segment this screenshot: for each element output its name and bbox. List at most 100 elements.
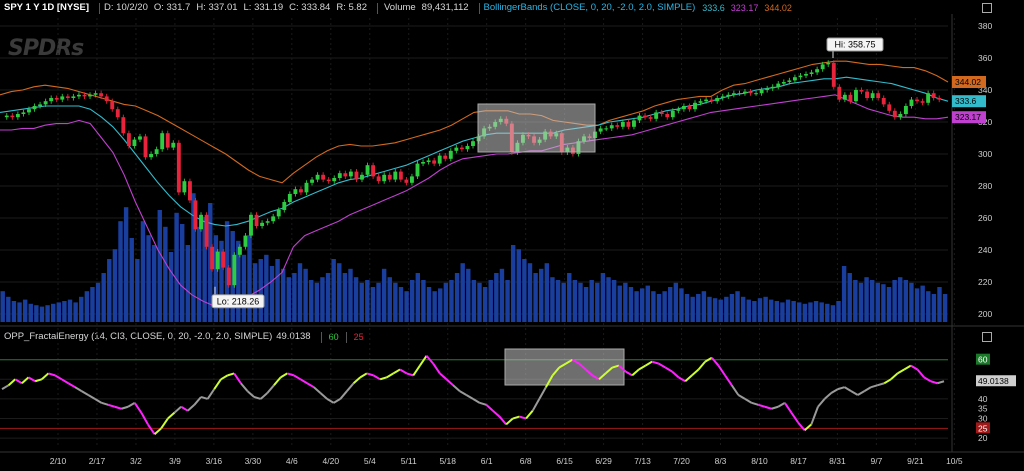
volume-bar [118, 221, 123, 322]
candle-body [215, 251, 220, 270]
candle-body [776, 83, 781, 87]
volume-bar [494, 273, 499, 322]
highlight-box [477, 103, 596, 153]
volume-bar [617, 285, 622, 322]
candle-body [687, 106, 692, 110]
fe-line-segment [28, 376, 36, 383]
fe-line-segment [711, 357, 720, 367]
fe-line-segment [7, 378, 16, 386]
divider [478, 2, 480, 14]
volume-bar [157, 210, 162, 322]
fe-line-segment [319, 392, 328, 400]
candle-body [293, 189, 298, 194]
candle-body [93, 93, 98, 95]
fe-line-segment [61, 378, 69, 385]
volume-bar [292, 273, 297, 322]
candle-body [704, 99, 709, 102]
candle-body [909, 99, 914, 106]
volume-bar [45, 305, 50, 322]
volume-bar [583, 287, 589, 322]
candle-body [243, 235, 248, 247]
range-readout: R: 5.82 [336, 2, 367, 13]
fe-line-segment [883, 378, 892, 385]
fe-line-segment [850, 390, 859, 396]
candle-body [337, 173, 342, 178]
fe-line-segment [246, 390, 255, 398]
candle-body [249, 214, 253, 236]
bollinger-study-label[interactable]: BollingerBands (CLOSE, 0, 20, -2.0, 2.0,… [483, 2, 696, 13]
candle-body [204, 214, 209, 247]
volume-bar [123, 207, 129, 322]
fe-line-segment [392, 368, 401, 375]
fe-line-segment [492, 409, 501, 418]
volume-bar [101, 273, 106, 322]
y-tick-label: 300 [978, 149, 992, 159]
volume-bar [95, 282, 101, 322]
volume-bar [791, 301, 796, 322]
volume-bar [17, 302, 22, 322]
fe-line-segment [910, 364, 918, 371]
candle-body [454, 147, 459, 151]
fe-line-segment [412, 365, 421, 376]
candle-body [326, 179, 331, 182]
volume-bar [611, 280, 617, 322]
candle-body [82, 94, 87, 97]
candle-body [387, 174, 392, 180]
candle-body [54, 98, 59, 100]
candle-body [804, 74, 808, 76]
fe-line-segment [612, 364, 620, 369]
chart-menu-icon[interactable] [982, 3, 992, 13]
volume-bar [314, 282, 320, 322]
hi-label-box [826, 37, 884, 52]
hi-label: Hi: 358.75 [834, 40, 875, 50]
candle-body [60, 96, 65, 100]
candle-body [376, 176, 381, 182]
candle-body [99, 93, 104, 97]
fe-line-segment [213, 378, 222, 390]
fe-line-segment [48, 372, 56, 377]
candle-body [88, 94, 92, 97]
volume-bar [196, 226, 202, 322]
fe-line-segment [757, 403, 766, 408]
candle-body [149, 154, 154, 158]
fe-line-segment [651, 360, 660, 365]
fractal-energy-study-label[interactable]: OPP_FractalEnergy (14, CI3, CLOSE, 0, 20… [4, 331, 273, 342]
candle-body [237, 246, 242, 255]
volume-bar [269, 266, 275, 322]
fe-line-segment [890, 372, 899, 381]
candle-body [765, 88, 770, 90]
candle-body [115, 109, 120, 118]
candle-body [915, 99, 919, 102]
candle-body [165, 133, 170, 148]
volume-bar [219, 240, 224, 322]
fe-line-segment [744, 398, 753, 404]
volume-bar [909, 282, 914, 322]
volume-bar [763, 296, 768, 322]
fe-line-segment [472, 398, 481, 404]
fe-line-segment [817, 398, 826, 408]
candle-body [143, 136, 148, 158]
candle-body [648, 117, 653, 119]
candle-body [854, 90, 858, 102]
candle-body [282, 202, 287, 210]
volume-bar [533, 273, 538, 322]
x-tick-label: 8/10 [751, 456, 768, 466]
fe-line-segment [114, 405, 122, 410]
fe-line-segment [551, 366, 561, 377]
bb-mid-line [0, 76, 949, 227]
volume-bar [567, 273, 572, 322]
fe-line-segment [452, 384, 461, 392]
x-tick-label: 3/16 [206, 456, 223, 466]
candle-body [809, 72, 814, 74]
volume-bar [937, 287, 942, 322]
symbol-label[interactable]: SPY 1 Y 1D [NYSE] [4, 2, 90, 13]
volume-bar [140, 221, 146, 322]
x-tick-label: 3/9 [169, 456, 181, 466]
candle-body [310, 179, 314, 183]
candle-body [404, 179, 409, 183]
y-tick-label: 380 [978, 21, 992, 31]
volume-bar [213, 235, 219, 322]
indicator-menu-icon[interactable] [982, 332, 992, 342]
fe-line-segment [121, 405, 129, 410]
